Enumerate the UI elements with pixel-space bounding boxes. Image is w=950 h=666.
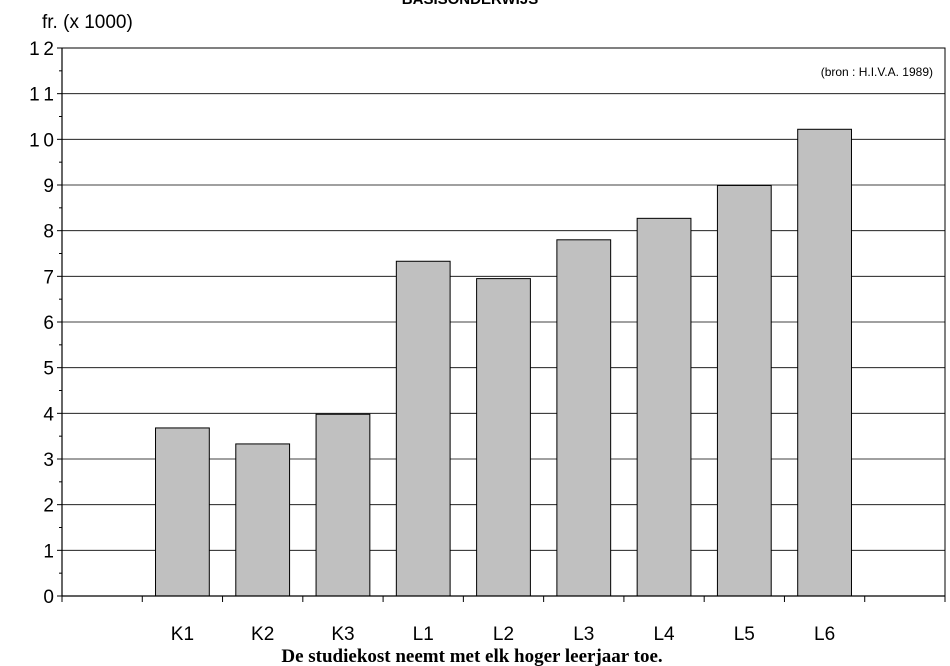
bars <box>155 128 852 597</box>
y-tick-label-0: 0 <box>43 587 54 608</box>
bar-L6 <box>797 128 852 597</box>
x-tick-label-L6: L6 <box>814 624 835 645</box>
y-tick-label-1: 1 <box>43 541 54 562</box>
axes <box>57 47 946 602</box>
y-tick-label-11: 1 1 <box>29 85 54 106</box>
y-tick-label-4: 4 <box>43 404 54 425</box>
chart-caption: De studiekost neemt met elk hoger leerja… <box>281 646 662 666</box>
y-tick-label-9: 9 <box>43 176 54 197</box>
bar-L2 <box>476 278 531 597</box>
y-tick-labels: 0 1 2 3 4 5 6 7 8 9 1 0 1 1 1 2 <box>29 39 54 608</box>
y-tick-label-5: 5 <box>43 359 54 380</box>
y-tick-label-10: 1 0 <box>29 130 54 151</box>
y-tick-label-8: 8 <box>43 222 54 243</box>
x-tick-label-L5: L5 <box>734 624 755 645</box>
x-tick-label-K2: K2 <box>251 624 274 645</box>
bar-K2 <box>235 443 291 597</box>
x-tick-label-L4: L4 <box>653 624 675 645</box>
source-note: (bron : H.I.V.A. 1989) <box>821 65 933 79</box>
bar-L3 <box>556 239 612 597</box>
bar-L4 <box>636 217 692 597</box>
bar-K1 <box>155 427 210 597</box>
bar-L1 <box>395 260 451 597</box>
x-tick-label-L3: L3 <box>573 624 594 645</box>
bar-L5 <box>716 184 772 597</box>
y-tick-label-7: 7 <box>43 267 54 288</box>
bar-K3 <box>315 413 371 597</box>
y-tick-label-6: 6 <box>43 313 54 334</box>
y-tick-label-3: 3 <box>43 450 54 471</box>
x-tick-labels: K1 K2 K3 L1 L2 L3 L4 L5 L6 <box>171 624 835 645</box>
x-tick-label-K1: K1 <box>171 624 194 645</box>
x-tick-label-L1: L1 <box>413 624 434 645</box>
chart-title: BASISONDERWIJS <box>402 0 538 8</box>
x-tick-label-L2: L2 <box>493 624 514 645</box>
y-tick-label-12: 1 2 <box>29 39 54 60</box>
y-tick-label-2: 2 <box>43 496 54 517</box>
y-axis-label: fr. (x 1000) <box>42 12 133 33</box>
x-tick-label-K3: K3 <box>331 624 354 645</box>
